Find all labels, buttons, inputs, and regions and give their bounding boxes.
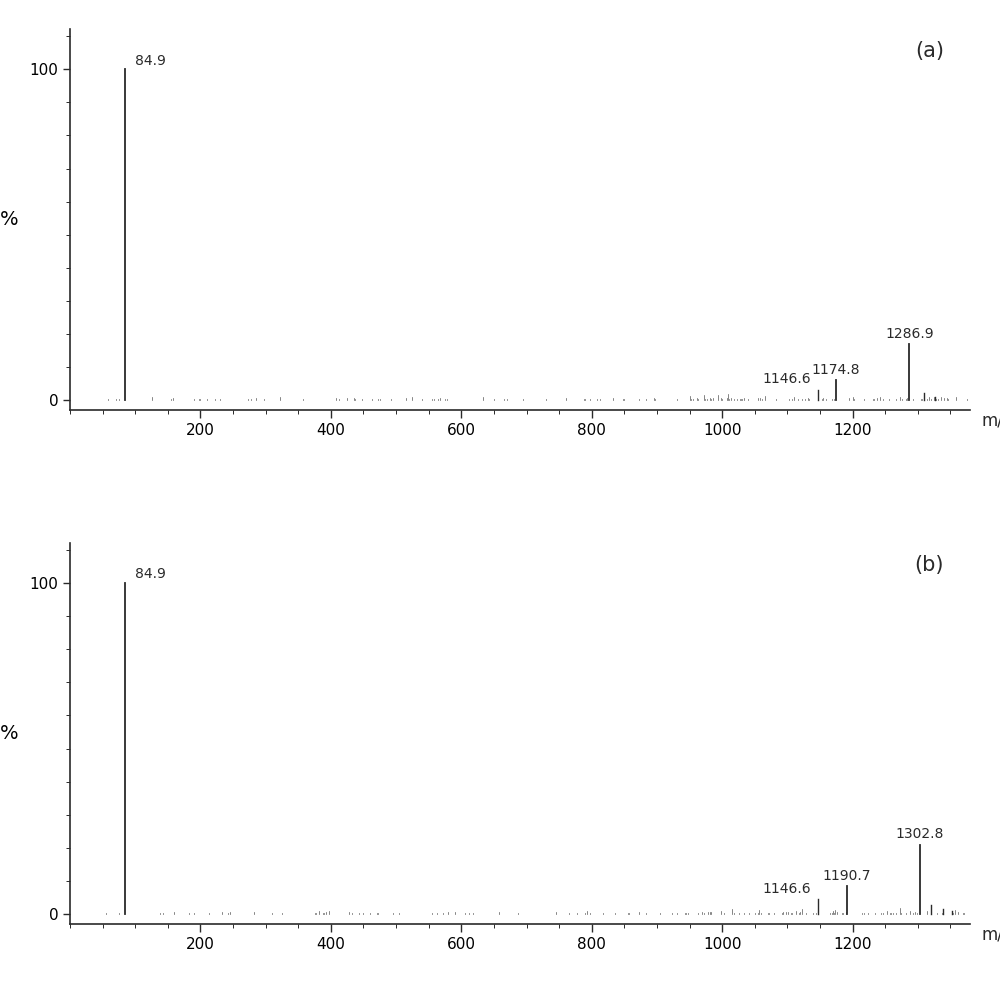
Text: (a): (a) — [915, 41, 944, 61]
Text: m/z: m/z — [981, 412, 1000, 430]
Text: 1146.6: 1146.6 — [763, 373, 811, 386]
Text: 84.9: 84.9 — [135, 567, 166, 581]
Text: 84.9: 84.9 — [135, 53, 166, 68]
Text: 1146.6: 1146.6 — [763, 882, 811, 896]
Text: 1190.7: 1190.7 — [822, 869, 871, 883]
Text: 1286.9: 1286.9 — [885, 326, 934, 341]
Text: 1302.8: 1302.8 — [895, 828, 944, 841]
Text: 1174.8: 1174.8 — [812, 363, 860, 377]
Text: m/z: m/z — [981, 925, 1000, 944]
Y-axis label: %: % — [0, 210, 18, 229]
Text: (b): (b) — [915, 554, 944, 575]
Y-axis label: %: % — [0, 724, 18, 743]
